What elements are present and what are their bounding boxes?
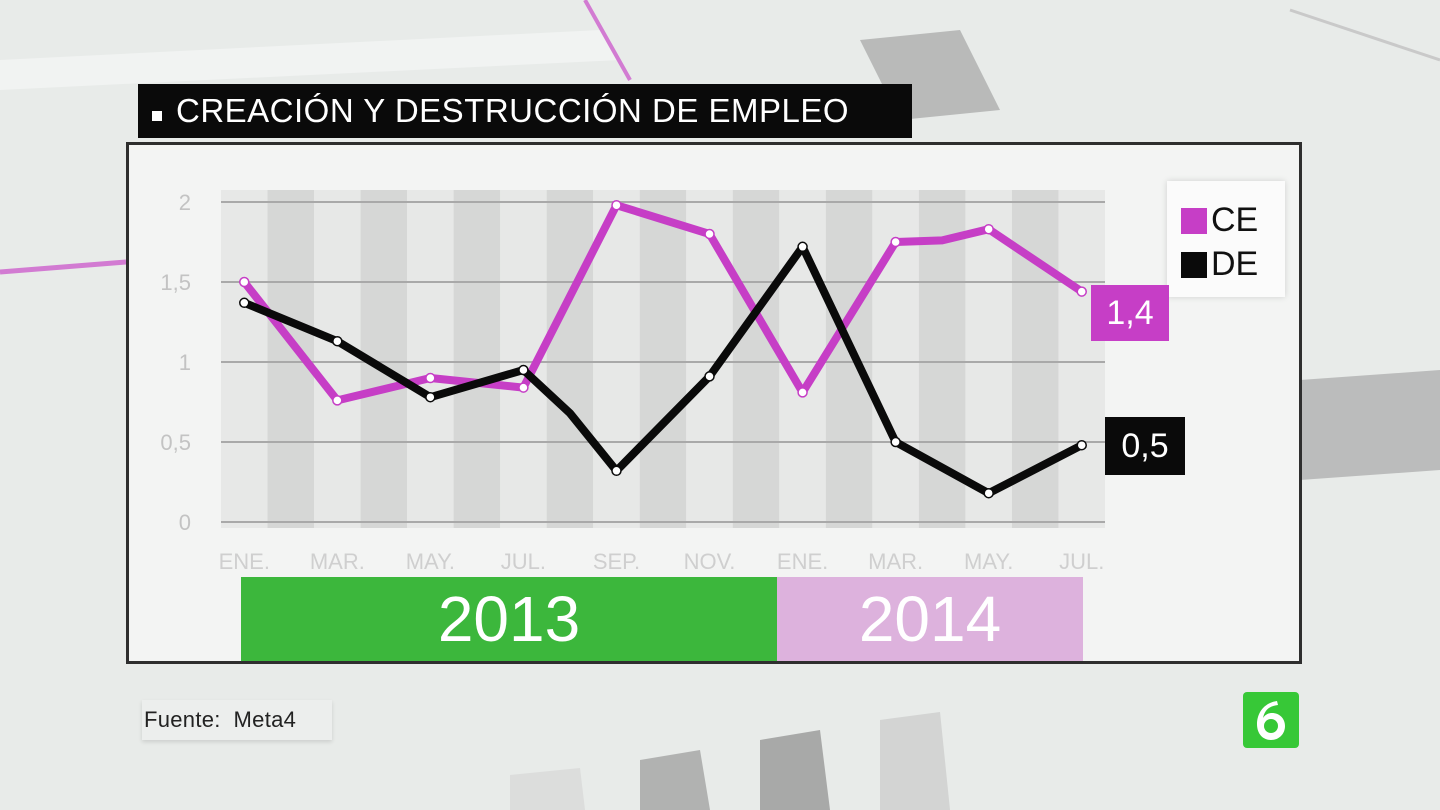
channel-logo-icon — [1243, 692, 1299, 748]
legend-item-ce: CE — [1181, 201, 1258, 240]
y-tick-label: 2 — [179, 190, 191, 215]
de-end-value-label: 0,5 — [1105, 417, 1185, 475]
data-point-ce — [704, 228, 715, 240]
x-tick-label: SEP. — [593, 549, 640, 574]
month-stripe — [453, 190, 501, 528]
month-stripe — [546, 190, 594, 528]
y-tick-label: 0,5 — [160, 430, 191, 455]
chart-panel: 2 1,5 1 0,5 0 ENE. MAR. MAY. JUL. SEP. NOV. ENE. MAR… — [126, 142, 1302, 664]
data-point-de — [797, 241, 808, 253]
year-label-2013: 2013 — [437, 583, 581, 655]
legend-label-de: DE — [1211, 245, 1259, 283]
data-point-ce — [890, 236, 901, 248]
line-chart: 2 1,5 1 0,5 0 ENE. MAR. MAY. JUL. SEP. NOV. ENE. MAR… — [160, 190, 1105, 574]
data-point-de — [425, 391, 436, 403]
month-stripe — [965, 190, 1012, 528]
year-band-2014: 2014 — [777, 577, 1083, 661]
legend-item-de: DE — [1181, 245, 1258, 284]
year-label-2014: 2014 — [858, 583, 1002, 655]
y-tick-label: 1,5 — [160, 270, 191, 295]
y-tick-label: 0 — [179, 510, 191, 535]
chart-legend: CE DE — [1167, 181, 1285, 297]
data-point-de — [611, 465, 622, 477]
data-point-ce — [611, 199, 622, 211]
chart-title: CREACIÓN Y DESTRUCCIÓN DE EMPLEO — [176, 92, 850, 129]
month-stripe — [1058, 190, 1105, 528]
data-point-de — [890, 436, 901, 448]
data-point-de — [332, 335, 343, 347]
data-point-de — [983, 487, 994, 499]
x-tick-label: ENE. — [777, 549, 828, 574]
x-tick-label: MAY. — [964, 549, 1013, 574]
data-point-ce — [239, 276, 250, 288]
x-tick-label: MAY. — [406, 549, 455, 574]
data-point-de — [1076, 439, 1087, 451]
month-stripe — [314, 190, 361, 528]
data-point-de — [704, 371, 715, 382]
title-bullet — [152, 111, 162, 121]
y-tick-label: 1 — [179, 350, 191, 375]
year-band-2013: 2013 — [241, 577, 777, 661]
x-tick-label: JUL. — [501, 549, 546, 574]
legend-swatch-de — [1181, 251, 1207, 278]
chart-title-bar: CREACIÓN Y DESTRUCCIÓN DE EMPLEO — [138, 84, 912, 138]
data-point-ce — [1076, 286, 1087, 297]
data-point-ce — [983, 223, 994, 235]
legend-swatch-ce — [1181, 207, 1207, 234]
x-tick-label: MAR. — [868, 549, 923, 574]
x-tick-label: ENE. — [219, 549, 270, 574]
data-point-ce — [425, 372, 436, 384]
month-stripe — [639, 190, 687, 528]
month-stripe — [221, 190, 268, 528]
month-stripe — [732, 190, 780, 528]
data-point-de — [239, 297, 250, 309]
data-point-de — [518, 364, 529, 376]
x-tick-label: JUL. — [1059, 549, 1104, 574]
data-point-ce — [518, 382, 529, 393]
month-stripe — [825, 190, 873, 528]
x-tick-label: MAR. — [310, 549, 365, 574]
source-note: Fuente: Meta4 — [142, 700, 332, 740]
data-point-ce — [332, 395, 343, 406]
month-stripe — [407, 190, 454, 528]
x-tick-label: NOV. — [684, 549, 736, 574]
legend-label-ce: CE — [1211, 201, 1259, 239]
data-point-ce — [797, 387, 808, 398]
ce-end-value-label: 1,4 — [1091, 285, 1169, 341]
